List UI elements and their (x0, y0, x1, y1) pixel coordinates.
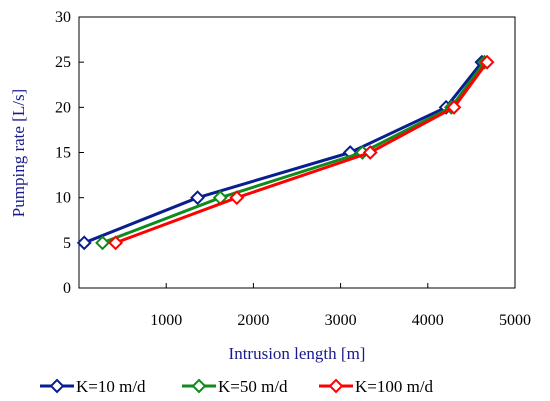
legend-item: K=50 m/d (182, 377, 288, 396)
y-tick-label: 20 (55, 99, 71, 116)
data-point-marker (362, 145, 378, 160)
data-point-marker (76, 235, 92, 251)
y-tick-label: 10 (55, 190, 71, 207)
x-axis-title: Intrusion length [m] (229, 344, 366, 363)
data-point-marker (190, 190, 206, 206)
legend-item: K=10 m/d (40, 377, 146, 396)
x-tick-label: 2000 (237, 312, 269, 329)
data-point-marker (479, 54, 495, 70)
x-axis-ticks: 1000 2000 3000 4000 5000 (150, 283, 531, 329)
data-point-marker (95, 235, 110, 251)
y-tick-label: 5 (63, 235, 71, 252)
legend-marker (191, 378, 207, 394)
legend-marker (328, 378, 344, 394)
y-tick-label: 30 (55, 9, 71, 26)
x-tick-label: 1000 (150, 312, 182, 329)
legend-label: K=100 m/d (355, 377, 434, 396)
series-layer (76, 54, 495, 251)
plot-area (78, 16, 516, 289)
y-axis-title: Pumping rate [L/s] (9, 89, 28, 217)
x-tick-label: 5000 (499, 312, 531, 329)
data-point-marker (229, 190, 245, 206)
x-tick-label: 3000 (325, 312, 357, 329)
y-tick-label: 25 (55, 54, 71, 71)
legend-item: K=100 m/d (319, 377, 434, 396)
legend-marker (49, 378, 65, 394)
legend-label: K=50 m/d (218, 377, 288, 396)
data-point-marker (446, 99, 462, 115)
series-3 (108, 54, 495, 251)
y-axis-ticks: 0 5 10 15 20 25 30 (55, 9, 84, 297)
x-tick-label: 4000 (412, 312, 444, 329)
y-tick-label: 0 (63, 280, 71, 297)
legend-label: K=10 m/d (76, 377, 146, 396)
legend: K=10 m/d K=50 m/d K=100 m/d (40, 377, 434, 396)
data-point-marker (108, 235, 124, 251)
y-tick-label: 15 (55, 145, 71, 162)
